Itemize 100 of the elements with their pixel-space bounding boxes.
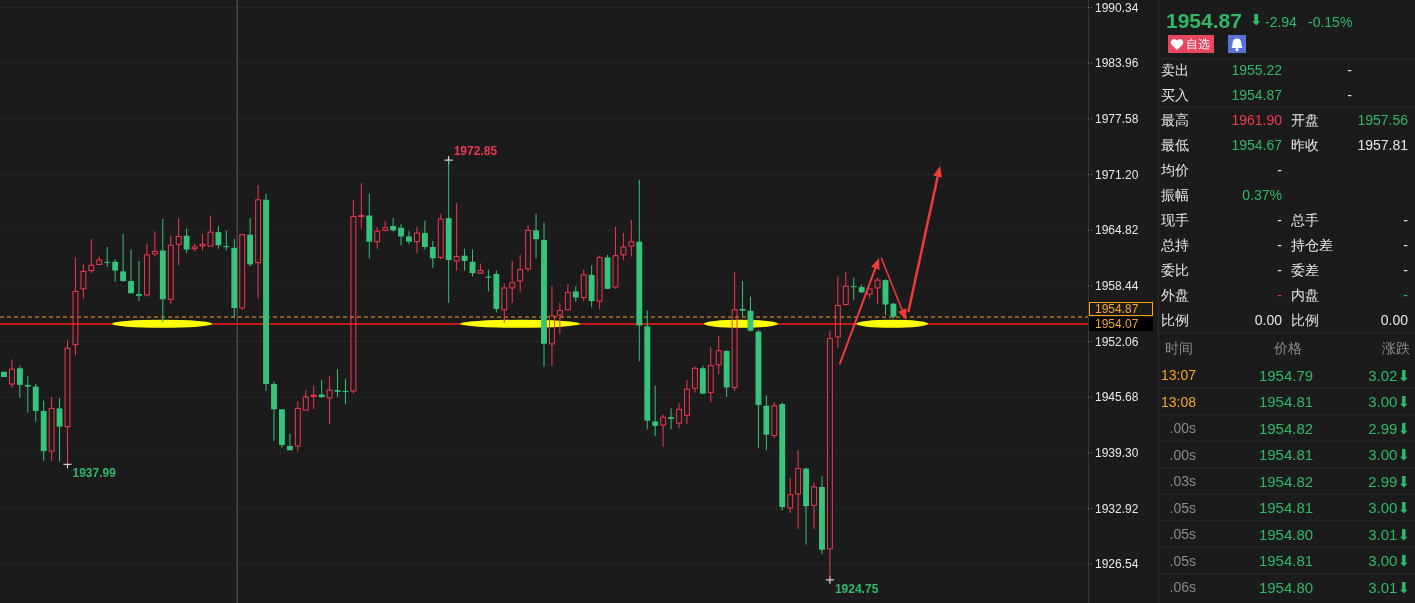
text: -	[1403, 237, 1409, 253]
y-tick-label: 1971.20	[1095, 167, 1139, 182]
text: 总手	[1290, 212, 1319, 228]
text: 3.01⬇	[1368, 525, 1410, 543]
candlestick	[834, 276, 841, 349]
candlestick	[652, 385, 659, 437]
text: 卖出	[1161, 62, 1189, 78]
y-tick-label: 1926.54	[1095, 557, 1139, 572]
candlestick	[128, 249, 134, 294]
text: .03s	[1169, 473, 1196, 489]
candlestick	[501, 283, 508, 324]
text: 内盘	[1291, 287, 1319, 303]
candlestick	[461, 248, 468, 272]
text: 13:08	[1160, 393, 1197, 410]
text: -2.94	[1265, 14, 1298, 30]
text: -0.15%	[1308, 14, 1353, 30]
candlestick	[112, 258, 119, 283]
text: -	[1403, 287, 1409, 303]
text: 1954.82	[1258, 472, 1314, 490]
y-tick-label: 1958.44	[1095, 278, 1139, 293]
text: 买入	[1161, 87, 1189, 103]
candlestick	[549, 285, 555, 367]
candlestick	[16, 365, 23, 399]
candlestick	[668, 407, 674, 430]
text: -	[1347, 87, 1353, 103]
text: 现手	[1161, 212, 1189, 228]
candlestick	[136, 260, 142, 302]
text: 3.00⬇	[1368, 446, 1410, 463]
text: 委差	[1291, 262, 1319, 278]
candlestick	[48, 396, 55, 462]
text: -	[1403, 212, 1409, 228]
y-tick-label: 1977.58	[1095, 111, 1139, 126]
candlestick	[406, 230, 412, 245]
text: -	[1403, 262, 1409, 278]
candlestick	[612, 226, 619, 290]
text: 价格	[1273, 340, 1302, 356]
text: ⬇	[1250, 10, 1263, 28]
candlestick	[358, 182, 365, 230]
text: 1961.90	[1231, 112, 1283, 128]
text: 0.00	[1254, 312, 1283, 328]
annotation: 1972.85	[453, 144, 498, 159]
candlestick	[787, 477, 794, 514]
candlestick	[533, 213, 539, 259]
text: 3.02⬇	[1368, 366, 1410, 384]
candlestick	[564, 283, 571, 311]
text: 2.99⬇	[1368, 472, 1410, 490]
candlestick	[398, 223, 404, 246]
y-tick-label: 1939.30	[1095, 445, 1139, 460]
text: 0.37%	[1242, 187, 1282, 203]
text: 3.00⬇	[1368, 499, 1410, 516]
text: 比例	[1161, 312, 1189, 328]
text: 外盘	[1161, 287, 1189, 303]
y-tick-label: 1945.68	[1095, 390, 1139, 405]
text: -	[1277, 287, 1283, 303]
candlestick	[731, 271, 738, 392]
candlestick	[509, 260, 516, 304]
candlestick	[691, 366, 698, 394]
candlestick	[286, 433, 293, 451]
candlestick	[660, 414, 667, 448]
text: 1955.22	[1231, 62, 1283, 78]
y-tick-label: 1990.34	[1095, 0, 1139, 15]
text: 昨收	[1291, 137, 1319, 153]
candlestick	[334, 368, 341, 398]
candlestick	[88, 238, 95, 274]
candlestick	[556, 302, 563, 335]
text: 总持	[1160, 237, 1189, 253]
candlestick	[151, 230, 158, 258]
candlestick	[24, 375, 31, 414]
text: 3.00⬇	[1368, 393, 1410, 410]
text: 时间	[1165, 340, 1193, 356]
text: 1954.79	[1258, 366, 1314, 384]
text: -	[1277, 237, 1283, 253]
candlestick	[414, 226, 420, 254]
text: 最高	[1161, 112, 1189, 128]
y-tick-label: 1952.06	[1095, 334, 1139, 349]
candlestick	[8, 359, 15, 388]
text: 1954.87	[1166, 8, 1242, 32]
candlestick	[811, 482, 817, 530]
text: .05s	[1169, 499, 1196, 516]
candlestick	[707, 346, 714, 403]
candlestick	[183, 228, 190, 254]
text: 3.00⬇	[1368, 552, 1410, 569]
text: 1954.81	[1258, 393, 1314, 410]
y-tick-label: 1964.82	[1095, 223, 1139, 238]
text: 1954.82	[1258, 419, 1314, 437]
text: .06s	[1169, 579, 1196, 595]
text: 持仓差	[1291, 237, 1333, 253]
text: 比例	[1291, 312, 1319, 328]
text: 1954.81	[1258, 552, 1314, 569]
candlestick	[374, 226, 381, 250]
text: 2.99⬇	[1368, 419, 1410, 437]
candlestick	[676, 402, 682, 429]
text: -	[1347, 62, 1353, 78]
candlestick	[120, 233, 127, 283]
text: .05s	[1169, 552, 1196, 569]
candlestick	[56, 397, 63, 463]
text: .00s	[1169, 420, 1196, 436]
text: 开盘	[1291, 112, 1319, 128]
text: -	[1277, 262, 1283, 278]
text: 涨跌	[1382, 340, 1410, 356]
